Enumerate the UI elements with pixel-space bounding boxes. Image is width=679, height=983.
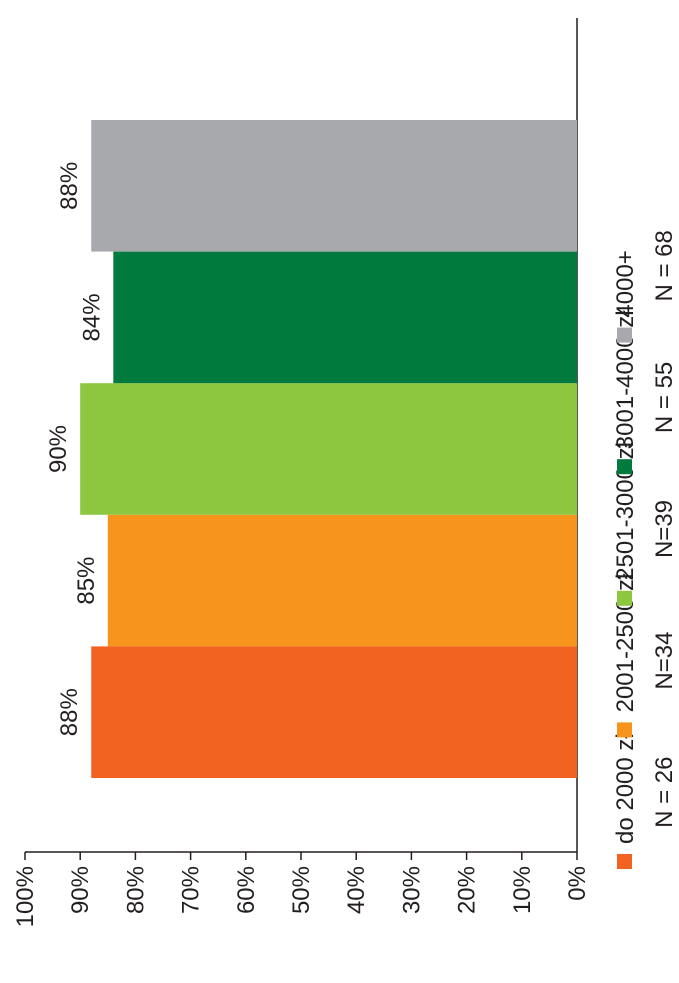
value-axis-tick-label: 10% — [509, 866, 536, 914]
value-axis-tick-label: 90% — [67, 866, 94, 914]
value-axis-tick-label: 80% — [122, 866, 149, 914]
legend-swatch — [617, 854, 632, 869]
bar-data-label: 90% — [45, 425, 72, 473]
bar — [80, 383, 577, 515]
value-axis-tick-label: 30% — [398, 866, 425, 914]
legend-swatch — [617, 722, 632, 738]
value-axis-tick-label: 40% — [343, 866, 370, 914]
labels: 88% 85% 90% 84% 88% — [45, 162, 105, 736]
legend-label: 4000+ — [612, 250, 639, 317]
sample-size-label: N = 55 — [651, 362, 678, 433]
axes: 0% 10% 20% 30% 40% 50% 60% 70% 80% 90% 100% — [12, 18, 591, 927]
bar-data-label: 88% — [56, 688, 83, 736]
sample-size-label: N=34 — [651, 632, 678, 690]
legend-swatch — [617, 590, 632, 606]
sample-size-label: N=39 — [651, 500, 678, 558]
legend-swatch — [617, 459, 632, 475]
bar — [91, 120, 578, 252]
legend-label: do 2000 zł — [612, 733, 639, 844]
bar — [113, 251, 577, 384]
bar-data-label: 88% — [56, 162, 83, 210]
value-axis-tick-label: 20% — [454, 866, 481, 914]
value-axis-tick-label: 0% — [564, 866, 591, 901]
value-axis-tick-label: 60% — [233, 866, 260, 914]
bars — [80, 120, 578, 778]
sample-size-label: N = 26 — [651, 757, 678, 828]
bar — [107, 514, 578, 647]
sample-size-label: N = 68 — [651, 230, 678, 301]
bar-data-label: 84% — [78, 293, 105, 341]
legend-swatch — [617, 327, 632, 343]
value-axis-tick-label: 70% — [178, 866, 205, 914]
value-axis-tick-label: 100% — [12, 866, 39, 927]
bar — [91, 646, 578, 778]
value-axis-tick-label: 50% — [288, 866, 315, 914]
bar-data-label: 85% — [73, 557, 100, 605]
